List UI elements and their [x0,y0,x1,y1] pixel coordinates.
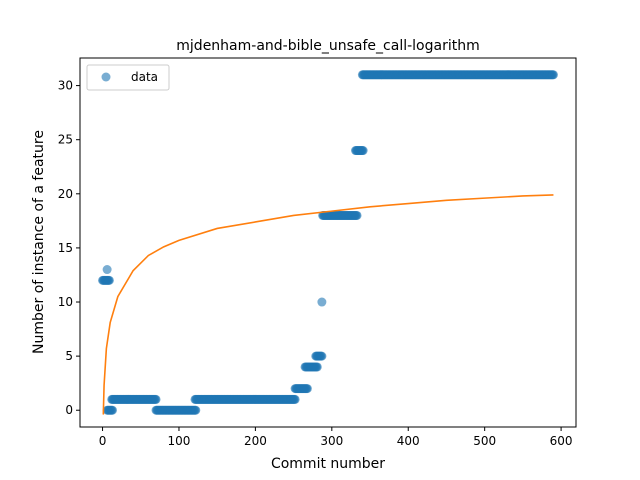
x-tick-label: 300 [320,434,343,448]
x-tick-label: 600 [550,434,573,448]
y-tick-label: 25 [58,133,73,147]
data-point [312,362,322,372]
data-point [290,394,300,404]
y-tick-label: 20 [58,187,73,201]
data-point [102,265,112,275]
plot-area [98,70,558,415]
x-tick-label: 500 [473,434,496,448]
y-tick-label: 10 [58,295,73,309]
data-point [352,210,362,220]
data-point [317,351,327,361]
x-axis-label: Commit number [271,456,385,472]
data-point [358,146,368,156]
x-tick-label: 0 [99,434,107,448]
legend-label-data: data [131,70,158,84]
x-axis: 0 100 200 300 400 500 600 [99,427,573,448]
legend-marker-data [101,72,111,82]
data-point [191,405,201,415]
data-point [107,405,117,415]
data-point [302,384,312,394]
y-axis: 0 5 10 15 20 25 30 [58,79,80,417]
data-point [104,275,114,285]
data-point [548,70,558,80]
data-point [151,394,161,404]
y-tick-label: 5 [65,349,73,363]
y-tick-label: 30 [58,79,73,93]
fit-line [102,194,554,415]
x-tick-label: 200 [244,434,267,448]
axes-frame [79,57,577,428]
x-tick-label: 100 [168,434,191,448]
y-tick-label: 0 [65,403,73,417]
data-points [98,70,558,415]
chart-title: mjdenham-and-bible_unsafe_call-logarithm [176,38,479,54]
x-tick-label: 400 [397,434,420,448]
y-axis-label: Number of instance of a feature [31,130,47,354]
y-tick-label: 15 [58,241,73,255]
legend: data [86,64,170,91]
data-point [317,297,327,307]
legend-box [86,64,170,91]
